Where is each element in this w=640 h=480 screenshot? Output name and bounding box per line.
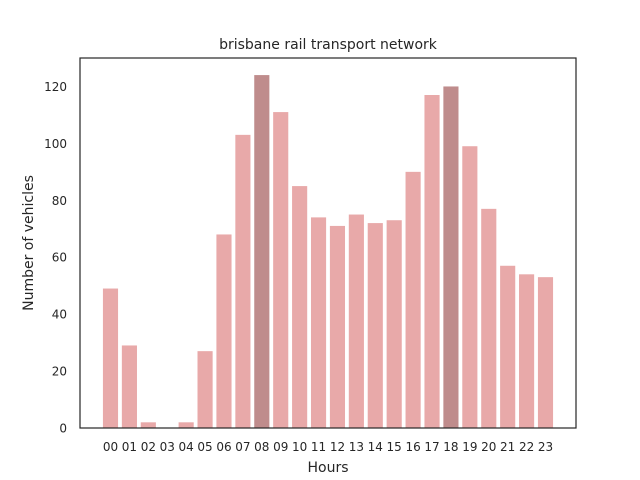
bar-12: [329, 225, 346, 428]
x-axis-label: Hours: [307, 460, 348, 476]
x-tick-label-22: 22: [519, 440, 534, 454]
bar-11: [310, 217, 327, 428]
y-tick-label-120: 120: [44, 80, 67, 94]
x-tick-label-06: 06: [216, 440, 231, 454]
y-tick-label-40: 40: [52, 308, 67, 322]
x-tick-label-20: 20: [481, 440, 496, 454]
bar-10: [292, 186, 308, 428]
x-tick-label-11: 11: [311, 440, 326, 454]
y-axis-label: Number of vehicles: [21, 175, 37, 311]
plot-frame: [79, 57, 577, 429]
x-tick-label-03: 03: [160, 440, 175, 454]
x-tick-label-21: 21: [500, 440, 515, 454]
bar-13: [348, 214, 364, 428]
x-tick-label-02: 02: [141, 440, 156, 454]
bar-08: [254, 75, 270, 428]
x-tick-label-18: 18: [443, 440, 458, 454]
x-tick-label-16: 16: [405, 440, 420, 454]
y-tick-label-80: 80: [52, 194, 67, 208]
bar-17: [424, 95, 440, 428]
chart-title: brisbane rail transport network: [219, 37, 438, 53]
x-tick-label-00: 00: [103, 440, 118, 454]
y-tick-label-0: 0: [59, 422, 67, 436]
y-tick-label-60: 60: [52, 251, 67, 265]
y-tick-label-20: 20: [52, 365, 67, 379]
bar-15: [386, 220, 402, 428]
x-tick-label-08: 08: [254, 440, 269, 454]
x-tick-label-12: 12: [330, 440, 345, 454]
x-tick-label-01: 01: [122, 440, 137, 454]
bar-04: [178, 422, 194, 428]
bar-14: [367, 223, 383, 428]
bar-07: [235, 134, 251, 428]
x-tick-label-13: 13: [349, 440, 364, 454]
bar-21: [500, 265, 516, 428]
y-axis-ticks: 0 20 40 60 80 100 120: [44, 80, 67, 436]
bar-23: [537, 277, 554, 428]
bar-18: [443, 86, 459, 429]
bar-09: [273, 112, 289, 428]
x-tick-label-15: 15: [387, 440, 402, 454]
x-tick-label-17: 17: [424, 440, 439, 454]
y-tick-label-100: 100: [44, 137, 67, 151]
bars-group: [102, 75, 554, 429]
x-tick-label-07: 07: [235, 440, 250, 454]
bar-05: [197, 351, 213, 428]
x-tick-label-05: 05: [197, 440, 212, 454]
x-tick-label-14: 14: [368, 440, 383, 454]
x-tick-label-19: 19: [462, 440, 477, 454]
bar-20: [481, 208, 497, 428]
bar-00: [102, 288, 119, 428]
bar-19: [462, 146, 478, 429]
bar-22: [519, 274, 535, 428]
bar-06: [216, 234, 232, 428]
x-tick-label-09: 09: [273, 440, 288, 454]
x-tick-label-23: 23: [538, 440, 553, 454]
x-tick-label-10: 10: [292, 440, 307, 454]
bar-16: [405, 171, 421, 428]
x-axis-ticks: 00 01 02 03 04 05 06 07 08 09 10 11 12 13 14 15 16 17 18 19…: [103, 440, 553, 454]
bar-01: [121, 345, 137, 428]
bar-02: [140, 422, 156, 428]
x-tick-label-04: 04: [179, 440, 194, 454]
